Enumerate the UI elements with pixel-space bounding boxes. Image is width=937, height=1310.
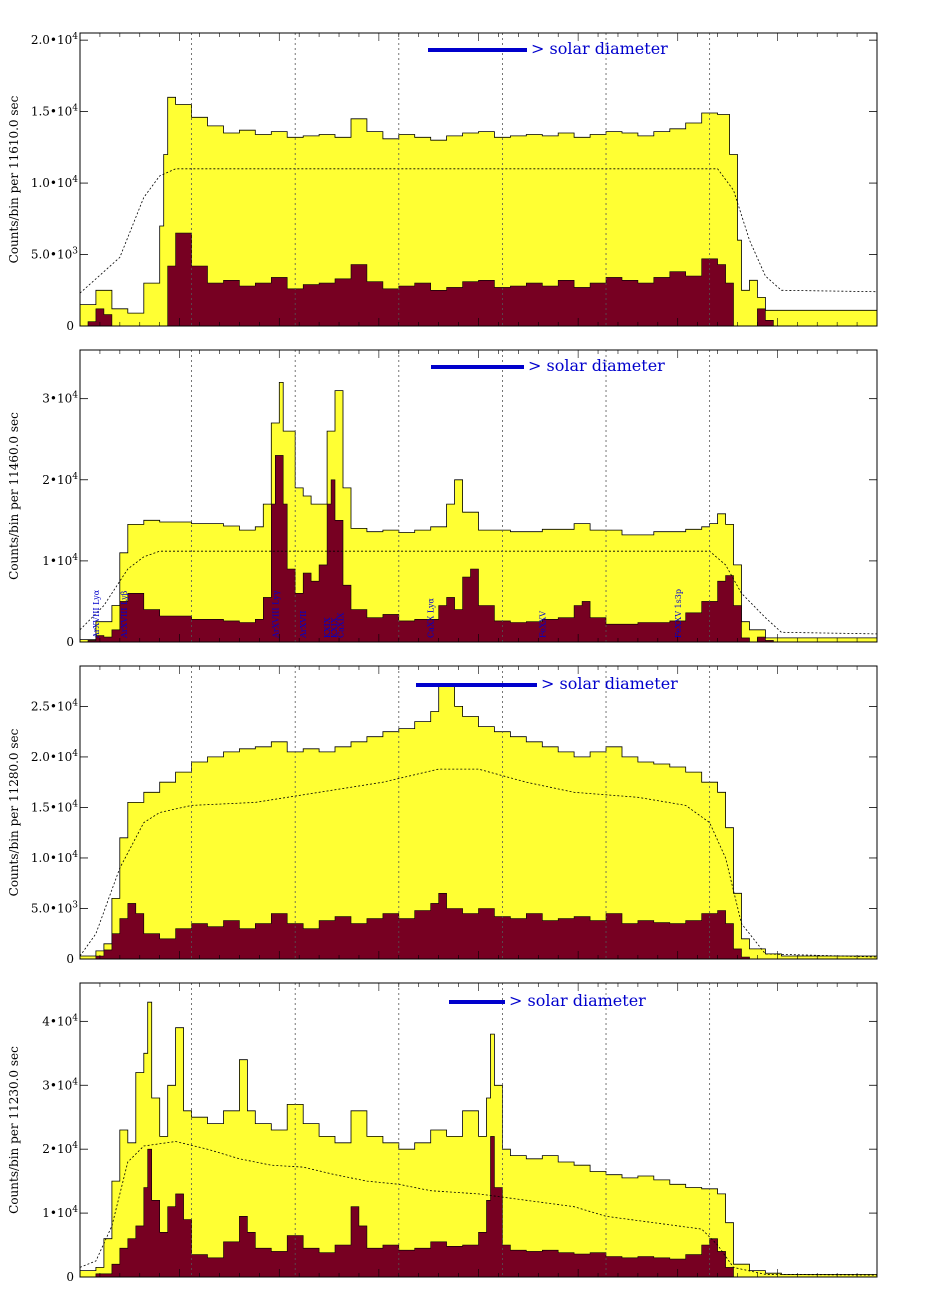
y-tick-label: 0: [66, 319, 74, 333]
y-axis-label: Counts/bin per 11460.0 sec: [7, 412, 21, 580]
y-axis-label: Counts/bin per 11610.0 sec: [7, 95, 21, 263]
y-tick-label: 1.5•104: [31, 799, 78, 814]
y-tick-exponent: 4: [72, 749, 78, 759]
y-tick-exponent: 4: [72, 104, 78, 114]
panel-2: 0 1•104 2•104 3•104 Counts/bin per 11460.0 s…: [7, 349, 878, 649]
component-counts-histogram: [80, 232, 877, 326]
plot-area: [80, 983, 877, 1277]
y-tick-exponent: 4: [72, 472, 78, 482]
line-label: ArXVIII Lyγ: [271, 590, 280, 639]
line-label: KXIX: [330, 617, 339, 638]
y-tick-exponent: 4: [72, 175, 78, 185]
y-tick-label: 3•104: [42, 1077, 78, 1092]
y-tick-exponent: 4: [72, 1205, 78, 1215]
y-tick-exponent: 4: [72, 698, 78, 708]
y-tick-label: 1•104: [42, 1205, 78, 1220]
solar-diameter-annotation: > solar diameter: [531, 39, 668, 58]
y-tick-label: 5.0•103: [31, 900, 78, 915]
line-label: FeXXV: [538, 611, 547, 638]
panel-3: 0 5.0•103 1.0•104 1.5•104 2.0•104 2.5•104 Coun…: [7, 665, 878, 966]
model-curve: [80, 550, 877, 635]
y-tick-label: 1.0•104: [31, 175, 78, 190]
plot-area: [80, 350, 877, 642]
line-label: CaXIX: [337, 612, 346, 638]
y-tick-label: 2.0•104: [31, 32, 78, 47]
y-tick-exponent: 3: [72, 900, 78, 910]
y-tick-exponent: 4: [72, 553, 78, 563]
model-curve: [80, 1141, 877, 1276]
component-counts-histogram: [80, 893, 877, 959]
y-tick-label: 2.0•104: [31, 749, 78, 764]
y-tick-exponent: 4: [72, 1077, 78, 1087]
line-label: CaXX Lyα: [427, 597, 436, 638]
y-tick-exponent: 3: [72, 247, 78, 257]
plot-area: [80, 666, 877, 959]
total-counts-histogram: [80, 1001, 877, 1277]
y-tick-label: 5.0•103: [31, 247, 78, 262]
solar-diameter-annotation: > solar diameter: [541, 674, 678, 693]
plot-area: [80, 33, 877, 326]
y-axis-label: Counts/bin per 11230.0 sec: [7, 1046, 21, 1214]
y-tick-exponent: 4: [72, 1013, 78, 1023]
y-tick-label: 0: [66, 1270, 74, 1284]
y-tick-exponent: 4: [72, 850, 78, 860]
line-label: FeXXV 1s3p: [674, 589, 683, 638]
y-tick-label: 2.5•104: [31, 698, 78, 713]
solar-diameter-annotation: > solar diameter: [528, 356, 665, 375]
y-tick-label: 1.5•104: [31, 104, 78, 119]
y-tick-label: 2•104: [42, 1141, 78, 1156]
line-label: KXIX: [323, 617, 332, 638]
model-curve: [80, 168, 877, 294]
y-tick-label: 1.0•104: [31, 850, 78, 865]
panel-4: 0 1•104 2•104 3•104 4•104 Counts/bin per 1123…: [7, 982, 878, 1284]
y-tick-exponent: 4: [72, 32, 78, 42]
y-tick-exponent: 4: [72, 799, 78, 809]
y-tick-label: 0: [66, 952, 74, 966]
y-tick-exponent: 4: [72, 1141, 78, 1151]
y-tick-label: 2•104: [42, 472, 78, 487]
panel-1: 0 5.0•103 1.0•104 1.5•104 2.0•104 Counts/bin …: [7, 32, 878, 333]
y-tick-label: 0: [66, 635, 74, 649]
y-tick-label: 3•104: [42, 391, 78, 406]
component-counts-histogram: [80, 455, 877, 642]
line-label: ArXVII: [299, 611, 308, 639]
line-label: ArXVIII Lyα: [92, 589, 101, 639]
y-tick-label: 1•104: [42, 553, 78, 568]
y-tick-exponent: 4: [72, 391, 78, 401]
y-tick-label: 4•104: [42, 1013, 78, 1028]
line-label: ArXVIII Lyβ: [120, 590, 129, 639]
total-counts-histogram: [80, 96, 877, 326]
solar-diameter-annotation: > solar diameter: [509, 991, 646, 1010]
y-axis-label: Counts/bin per 11280.0 sec: [7, 728, 21, 896]
